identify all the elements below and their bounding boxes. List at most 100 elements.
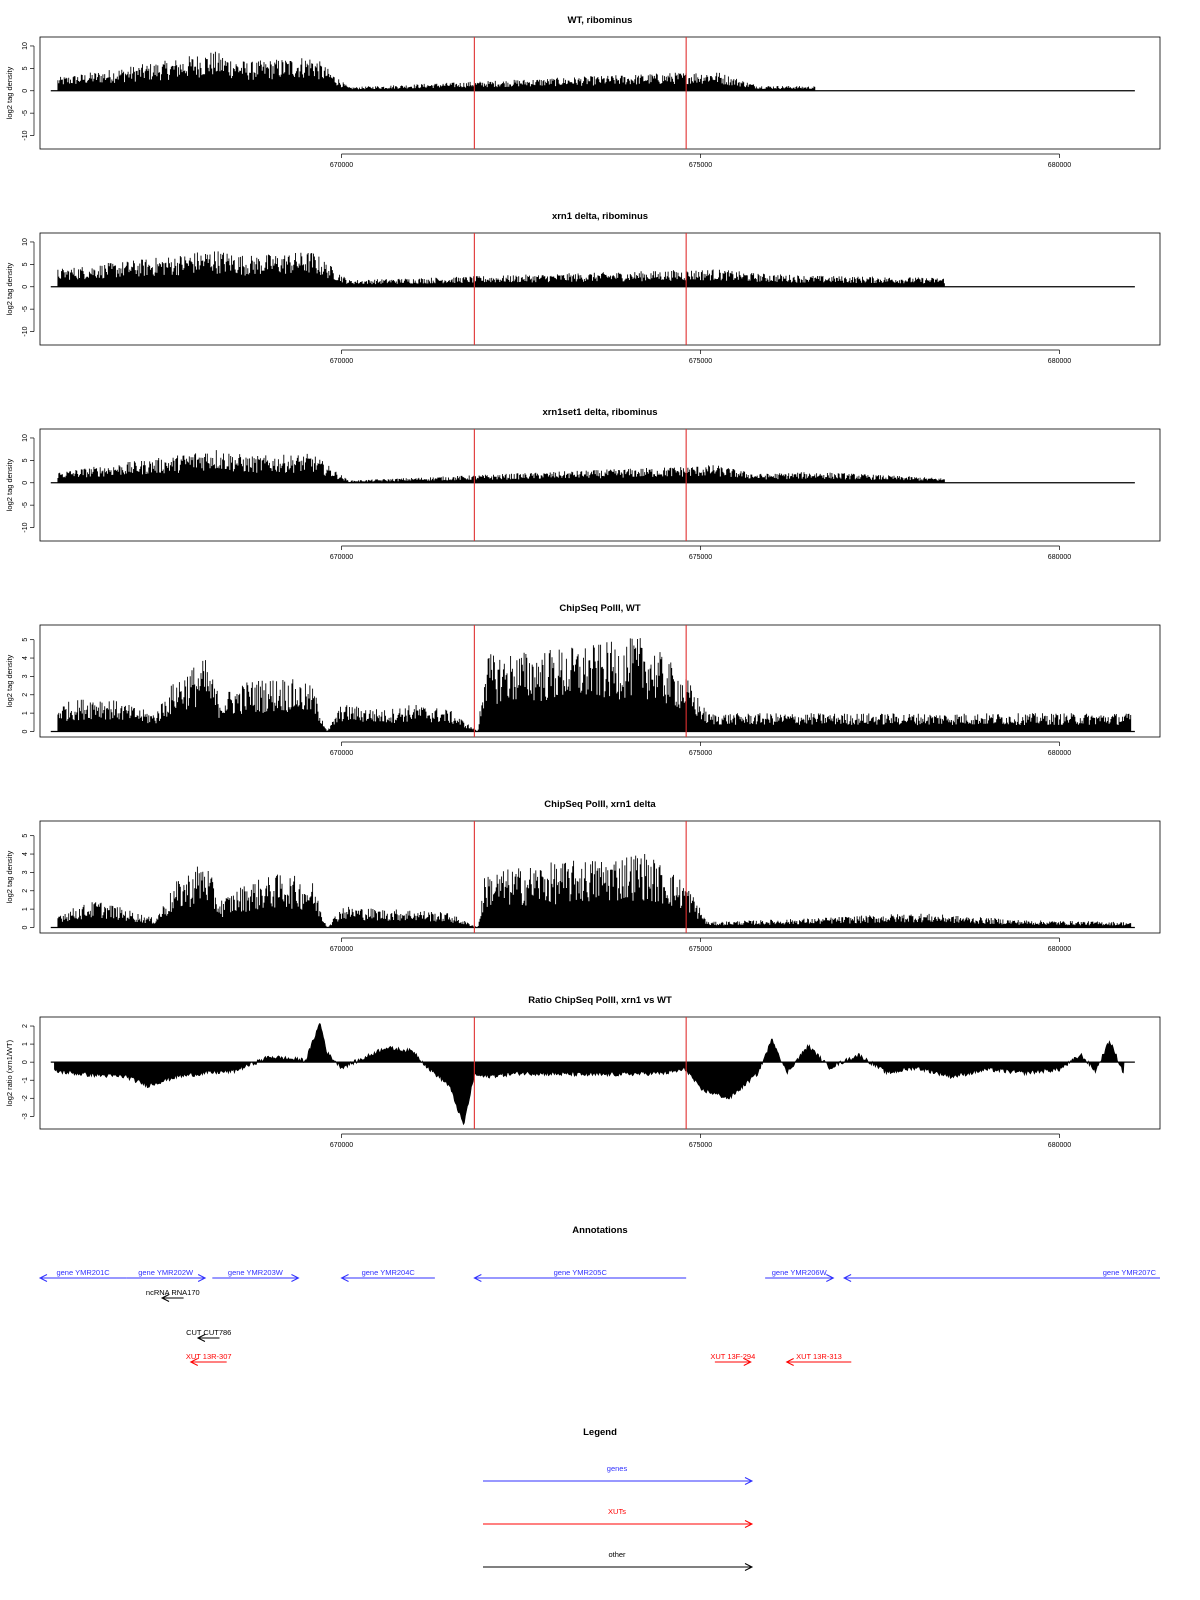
arrow-head: [291, 1274, 300, 1282]
track-5: ChipSeq PolII, xrn1 delta 0 1 2 3 4 5 log2 tag …: [5, 799, 1161, 953]
x-tick-label: 670000: [330, 162, 353, 169]
plot-frame: [39, 1016, 1161, 1130]
arrow-head: [196, 1334, 206, 1342]
y-tick-label: -5: [22, 306, 29, 312]
track-2: xrn1 delta, ribominus -10 -5 0 5 10 log2 tag d…: [5, 211, 1161, 365]
arrow-head: [197, 1274, 207, 1282]
y-tick-label: 4: [22, 852, 29, 856]
y-tick-label: -5: [22, 110, 29, 116]
x-tick-label: 680000: [1048, 1142, 1071, 1149]
y-tick-label: 3: [22, 870, 29, 874]
y-axis-label: log2 tag density: [5, 66, 14, 119]
x-tick-label: 670000: [330, 554, 353, 561]
y-tick-label: 2: [22, 1024, 29, 1028]
y-tick-label: 10: [22, 238, 29, 246]
x-tick-label: 680000: [1048, 358, 1071, 365]
feature-label: gene YMR202W: [138, 1268, 194, 1277]
x-tick-label: 680000: [1048, 750, 1071, 757]
x-tick-label: 675000: [689, 162, 712, 169]
legend-label: genes: [607, 1464, 628, 1473]
y-tick-label: 4: [22, 656, 29, 660]
arrow-head: [189, 1358, 198, 1366]
x-tick-label: 680000: [1048, 554, 1071, 561]
feature-label: gene YMR203W: [228, 1268, 284, 1277]
feature-label: gene YMR206W: [772, 1268, 828, 1277]
plot-frame: [39, 232, 1161, 346]
feature-label: gene YMR207C: [1103, 1268, 1157, 1277]
arrow-head: [744, 1520, 754, 1528]
feature-label: XUT 13R-307: [186, 1352, 232, 1361]
y-tick-label: 0: [22, 481, 29, 485]
x-tick-label: 680000: [1048, 162, 1071, 169]
x-tick-label: 675000: [689, 1142, 712, 1149]
feature-label: gene YMR204C: [362, 1268, 416, 1277]
y-tick-label: 0: [22, 89, 29, 93]
density-bars-plus: [57, 450, 945, 483]
y-tick-label: -10: [22, 326, 29, 336]
arrow-head: [743, 1358, 752, 1366]
y-axis-label: log2 tag density: [5, 850, 14, 903]
y-tick-label: 5: [22, 66, 29, 70]
y-tick-label: -10: [22, 522, 29, 532]
density-bars-plus: [57, 251, 945, 287]
x-tick-label: 670000: [330, 946, 353, 953]
arrow-head: [340, 1274, 349, 1282]
y-tick-label: 10: [22, 42, 29, 50]
y-tick-label: 0: [22, 925, 29, 929]
x-tick-label: 670000: [330, 358, 353, 365]
feature-label: gene YMR205C: [554, 1268, 608, 1277]
density-bars-plus: [57, 51, 816, 91]
track-4: ChipSeq PolII, WT 0 1 2 3 4 5 log2 tag density 6…: [5, 603, 1161, 757]
y-tick-label: 0: [22, 1060, 29, 1064]
arrow-head: [744, 1477, 754, 1485]
y-tick-label: -3: [22, 1113, 29, 1119]
arrow-head: [473, 1274, 482, 1282]
y-tick-label: -5: [22, 502, 29, 508]
track-3: xrn1set1 delta, ribominus -10 -5 0 5 10 log2 t…: [5, 407, 1161, 561]
y-tick-label: 0: [22, 285, 29, 289]
track-6: Ratio ChipSeq PolII, xrn1 vs WT -3 -2 -1 0 1 2…: [5, 995, 1161, 1149]
y-tick-label: 5: [22, 458, 29, 462]
plot-frame: [39, 428, 1161, 542]
track-title: xrn1 delta, ribominus: [552, 211, 648, 222]
x-tick-label: 675000: [689, 554, 712, 561]
annotations-title: Annotations: [572, 1225, 627, 1236]
track-title: xrn1set1 delta, ribominus: [542, 407, 657, 418]
arrow-head: [826, 1274, 835, 1282]
plot-frame: [39, 624, 1161, 738]
legend-panel: Legend genes XUTs other: [483, 1427, 754, 1571]
ratio-area: [54, 1023, 1125, 1126]
arrow-head: [38, 1274, 48, 1282]
x-tick-label: 670000: [330, 750, 353, 757]
y-tick-label: 2: [22, 693, 29, 697]
y-axis-label: log2 tag density: [5, 654, 14, 707]
x-tick-label: 675000: [689, 750, 712, 757]
arrow-head: [785, 1358, 794, 1366]
y-axis-label: log2 tag density: [5, 262, 14, 315]
track-title: Ratio ChipSeq PolII, xrn1 vs WT: [528, 995, 672, 1006]
y-tick-label: 5: [22, 834, 29, 838]
feature-label: gene YMR201C: [56, 1268, 110, 1277]
y-axis-label: log2 tag density: [5, 458, 14, 511]
density-bars-plus: [57, 638, 1132, 732]
y-axis-label: log2 ratio (xrn1/WT): [5, 1039, 14, 1106]
plot-frame: [39, 36, 1161, 150]
y-tick-label: 0: [22, 729, 29, 733]
legend-label: XUTs: [608, 1507, 626, 1516]
annotations-panel: Annotations gene YMR201C gene YMR202W gene …: [38, 1225, 1160, 1366]
feature-label: XUT 13F-294: [710, 1352, 755, 1361]
y-tick-label: 1: [22, 711, 29, 715]
track-title: ChipSeq PolII, xrn1 delta: [544, 799, 656, 810]
y-tick-label: 5: [22, 638, 29, 642]
y-tick-label: 2: [22, 889, 29, 893]
x-tick-label: 675000: [689, 946, 712, 953]
arrow-head: [744, 1563, 754, 1571]
legend-title: Legend: [583, 1427, 617, 1438]
x-tick-label: 680000: [1048, 946, 1071, 953]
legend-label: other: [608, 1550, 626, 1559]
arrow-head: [160, 1294, 170, 1302]
track-title: ChipSeq PolII, WT: [559, 603, 640, 614]
y-tick-label: -1: [22, 1077, 29, 1083]
y-tick-label: -10: [22, 130, 29, 140]
